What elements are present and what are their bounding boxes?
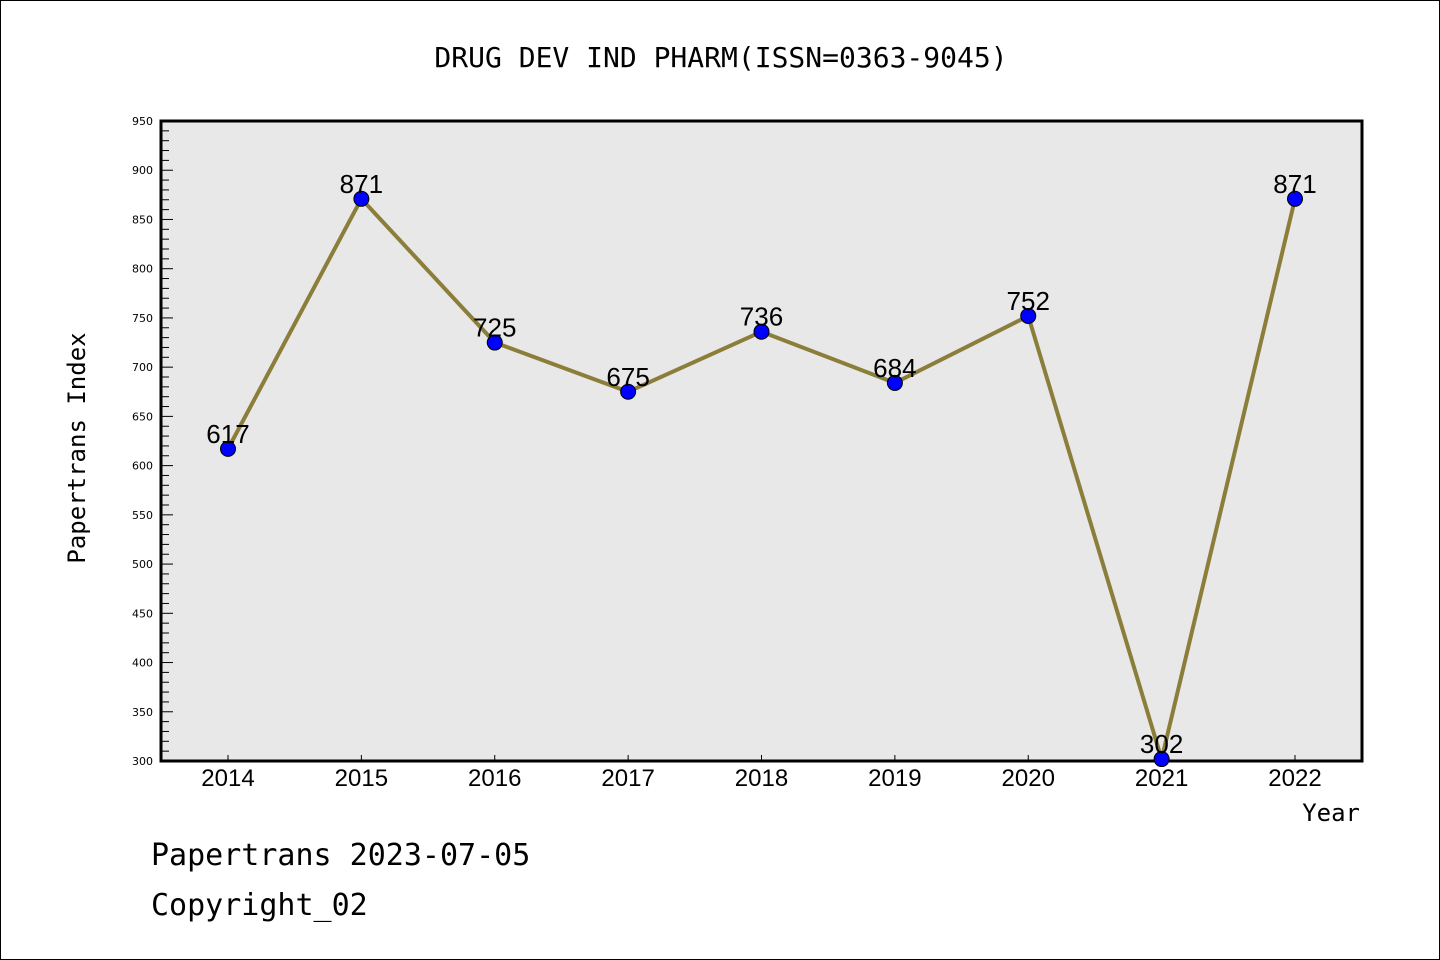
x-tick-label: 2022: [1268, 765, 1321, 792]
x-tick-label: 2017: [601, 765, 654, 792]
data-point: [1287, 190, 1303, 207]
data-label: 302: [1140, 729, 1183, 759]
y-axis: 300 350 400 450 500 550 600 650 700 750 800 850 900 9…: [132, 115, 173, 768]
y-tick-label: 450: [132, 607, 153, 620]
x-tick-label: 2015: [335, 765, 388, 792]
y-tick-label: 700: [132, 361, 153, 374]
data-point: [1020, 307, 1037, 324]
x-tick-label: 2016: [468, 765, 521, 792]
x-axis-label: Year: [1302, 799, 1360, 827]
data-label: 752: [1007, 286, 1050, 316]
data-point: [220, 440, 236, 457]
data-label: 684: [873, 353, 916, 383]
plot-area: [159, 119, 1364, 763]
data-label: 675: [606, 362, 649, 392]
data-point: [886, 374, 903, 391]
data-label: 725: [473, 313, 516, 343]
y-tick-label: 900: [132, 164, 153, 177]
data-point: [486, 334, 503, 351]
data-label: 617: [206, 419, 249, 449]
y-tick-label: 550: [132, 509, 153, 522]
y-tick-label: 600: [132, 460, 153, 473]
x-tick-label: 2019: [868, 765, 921, 792]
y-tick-label: 850: [132, 213, 153, 226]
series-line: 617 871 725 675 736 684 752 302 871: [206, 169, 1317, 768]
data-label: 736: [740, 302, 783, 332]
chart-title: DRUG DEV IND PHARM(ISSN=0363-9045): [434, 41, 1007, 74]
y-tick-label: 800: [132, 263, 153, 276]
data-point: [753, 323, 770, 340]
data-point: [620, 383, 637, 400]
x-tick-label: 2018: [735, 765, 788, 792]
y-tick-label: 350: [132, 706, 153, 719]
x-tick-label: 2020: [1002, 765, 1055, 792]
data-point: [353, 190, 370, 207]
y-tick-label: 500: [132, 558, 153, 571]
y-tick-label: 650: [132, 410, 153, 423]
y-tick-label: 400: [132, 657, 153, 670]
y-tick-label: 950: [132, 115, 153, 128]
footer-date: Papertrans 2023-07-05: [151, 838, 530, 873]
data-label: 871: [1273, 169, 1316, 199]
y-tick-label: 750: [132, 312, 153, 325]
data-label: 871: [340, 169, 383, 199]
footer-copyright: Copyright_02: [151, 888, 368, 923]
x-tick-label: 2014: [201, 765, 254, 792]
y-tick-label: 300: [132, 755, 153, 768]
x-axis: 2014 2015 2016 2017 2018 2019 2020 2021 2022: [201, 755, 1322, 792]
x-tick-label: 2021: [1135, 765, 1188, 792]
data-point: [1153, 751, 1170, 768]
y-axis-label: Papertrans Index: [63, 332, 91, 563]
